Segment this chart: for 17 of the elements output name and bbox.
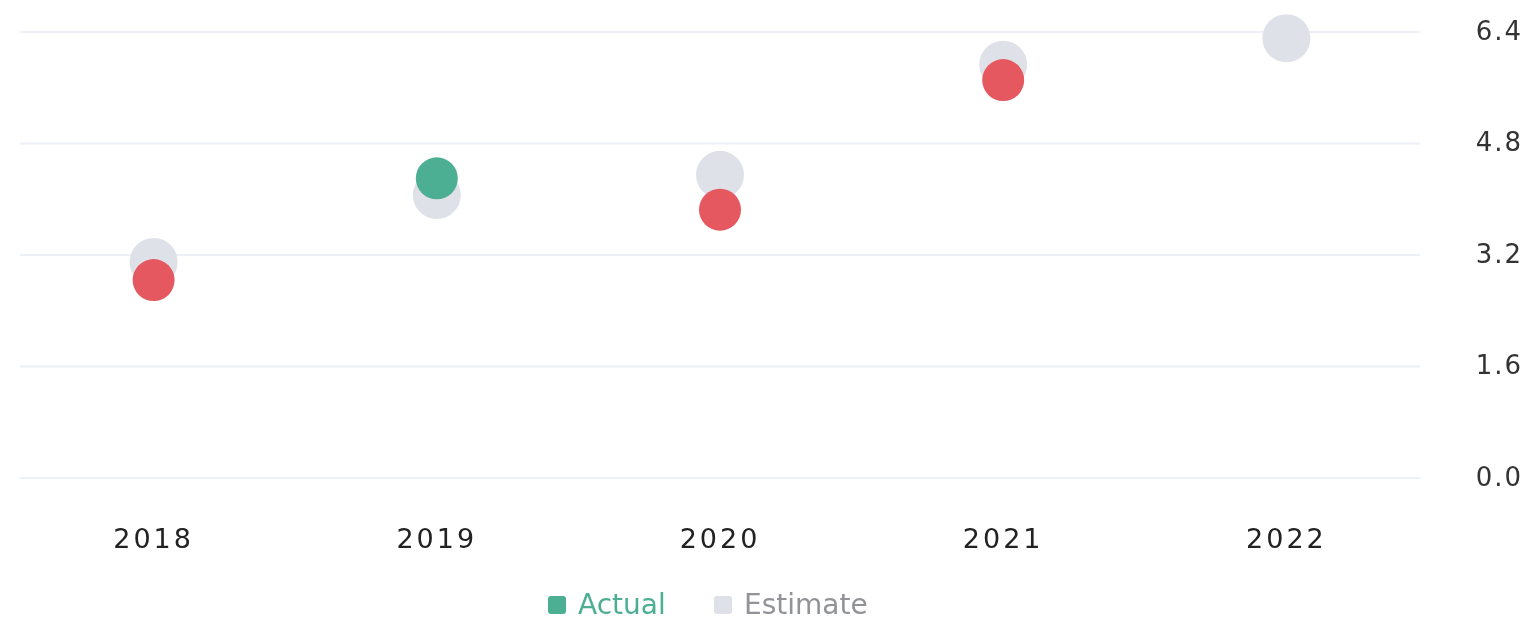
y-tick-label: 6.4 [1475, 15, 1523, 46]
point [699, 188, 741, 231]
legend-label: Estimate [744, 588, 868, 621]
y-tick-label: 3.2 [1475, 238, 1523, 269]
x-tick-label: 2018 [113, 522, 194, 554]
x-tick-label: 2019 [396, 522, 478, 554]
legend-label: Actual [578, 588, 666, 621]
point [132, 259, 175, 302]
x-tick-label: 2022 [1246, 522, 1327, 554]
x-tick-label: 2020 [679, 522, 761, 554]
point [415, 157, 458, 200]
x-tick-label: 2021 [962, 522, 1044, 554]
point [1262, 14, 1311, 63]
point [982, 59, 1025, 102]
y-tick-label: 0.0 [1475, 461, 1523, 492]
y-tick-label: 4.8 [1475, 127, 1523, 157]
y-tick-label: 1.6 [1475, 350, 1523, 380]
